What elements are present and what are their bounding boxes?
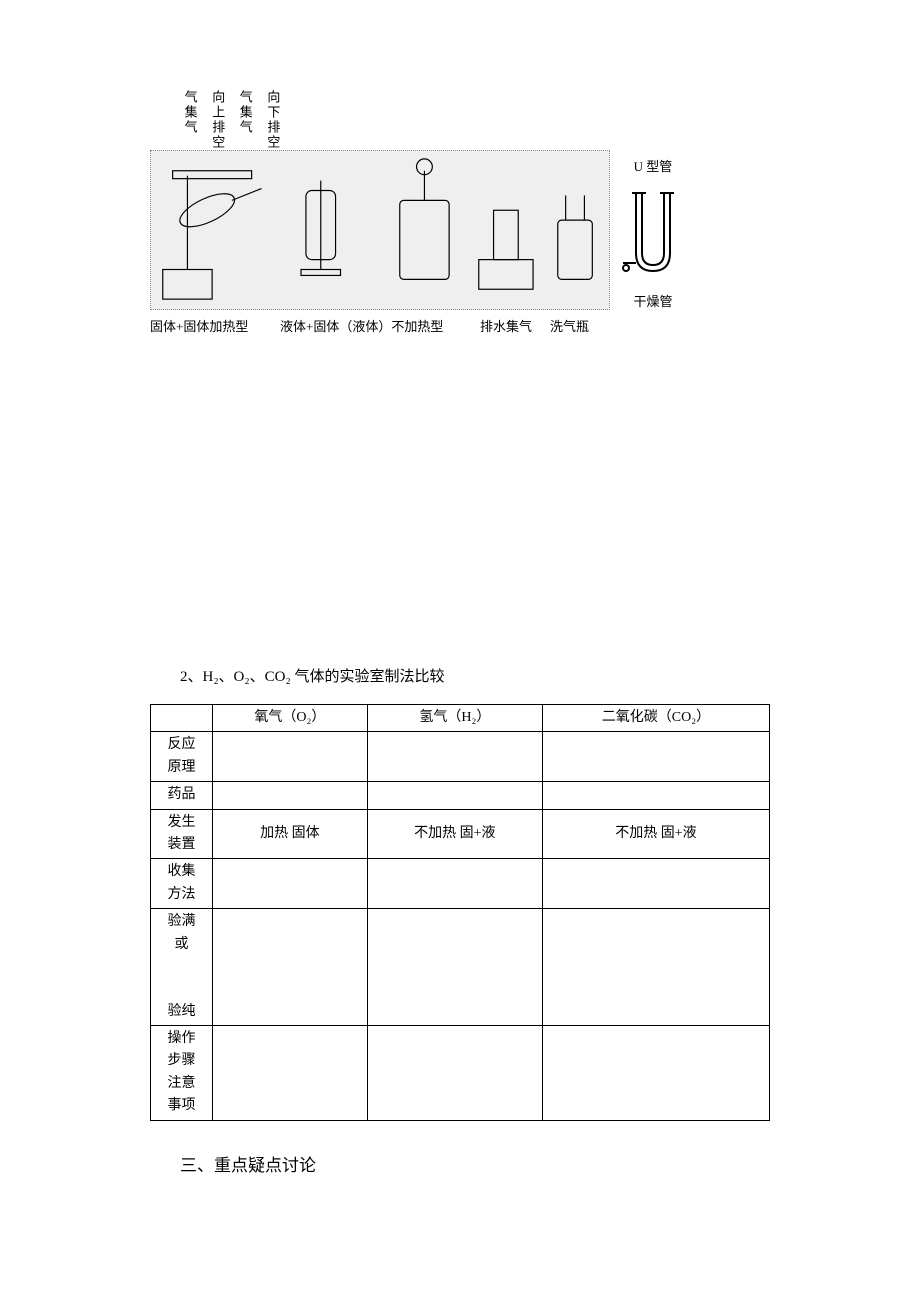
cell: 不加热 固+液: [367, 809, 542, 859]
row-label: 发生装置: [151, 809, 213, 859]
cell: [542, 909, 769, 1026]
vert-label-4: 向下排空: [265, 90, 281, 150]
cell: [213, 782, 368, 809]
cell: [213, 732, 368, 782]
u-tube-label: U 型管: [634, 156, 673, 175]
section-2-title: 2、H₂、O₂、CO₂ 气体的实验室制法比较: [180, 665, 770, 686]
cell: [213, 1026, 368, 1121]
table-header-row: 氧气（O₂） 氢气（H₂） 二氧化碳（CO₂）: [151, 705, 770, 732]
table-row: 验满或验纯: [151, 909, 770, 1026]
u-tube-icon: [618, 183, 688, 283]
cell: [542, 732, 769, 782]
apparatus-diagram-section: 气集气 向上排空 气集气 向下排空: [150, 90, 770, 335]
vert-label-1: 气集气: [182, 90, 198, 150]
cell: [367, 859, 542, 909]
table-row: 反应原理: [151, 732, 770, 782]
header-co2: 二氧化碳（CO₂）: [542, 705, 769, 732]
cell: 加热 固体: [213, 809, 368, 859]
cell: [542, 859, 769, 909]
side-apparatus-column: U 型管 干燥管: [618, 156, 688, 310]
row-label: 反应原理: [151, 732, 213, 782]
caption-4: 洗气瓶: [550, 316, 610, 335]
cell: [542, 1026, 769, 1121]
row-label: 收集方法: [151, 859, 213, 909]
cell: 不加热 固+液: [542, 809, 769, 859]
row-label: 药品: [151, 782, 213, 809]
cell: [213, 909, 368, 1026]
header-o2: 氧气（O₂）: [213, 705, 368, 732]
cell: [542, 782, 769, 809]
table-row: 发生装置 加热 固体 不加热 固+液 不加热 固+液: [151, 809, 770, 859]
apparatus-row: U 型管 干燥管: [150, 150, 770, 310]
cell: [213, 859, 368, 909]
dry-tube-label: 干燥管: [633, 291, 672, 310]
apparatus-main-figure: [150, 150, 610, 310]
vert-label-2: 向上排空: [210, 90, 226, 150]
cell: [367, 909, 542, 1026]
vertical-label-row: 气集气 向上排空 气集气 向下排空: [182, 90, 770, 150]
table-row: 收集方法: [151, 859, 770, 909]
cell: [367, 732, 542, 782]
cell: [367, 782, 542, 809]
apparatus-caption-row: 固体+固体加热型 液体+固体（液体）不加热型 排水集气 洗气瓶: [150, 316, 770, 335]
table-row: 操作步骤注意事项: [151, 1026, 770, 1121]
table-row: 药品: [151, 782, 770, 809]
caption-3: 排水集气: [480, 316, 550, 335]
blank-spacer: [150, 345, 770, 665]
row-label: 操作步骤注意事项: [151, 1026, 213, 1121]
lab-apparatus-sketch-icon: [151, 151, 609, 309]
row-label: 验满或验纯: [151, 909, 213, 1026]
gas-comparison-table: 氧气（O₂） 氢气（H₂） 二氧化碳（CO₂） 反应原理 药品 发生装置 加热 …: [150, 704, 770, 1121]
header-h2: 氢气（H₂）: [367, 705, 542, 732]
cell: [367, 1026, 542, 1121]
section-3-heading: 三、重点疑点讨论: [180, 1151, 770, 1176]
caption-2: 液体+固体（液体）不加热型: [280, 316, 480, 335]
header-blank: [151, 705, 213, 732]
caption-1: 固体+固体加热型: [150, 316, 280, 335]
vert-label-3: 气集气: [237, 90, 253, 150]
